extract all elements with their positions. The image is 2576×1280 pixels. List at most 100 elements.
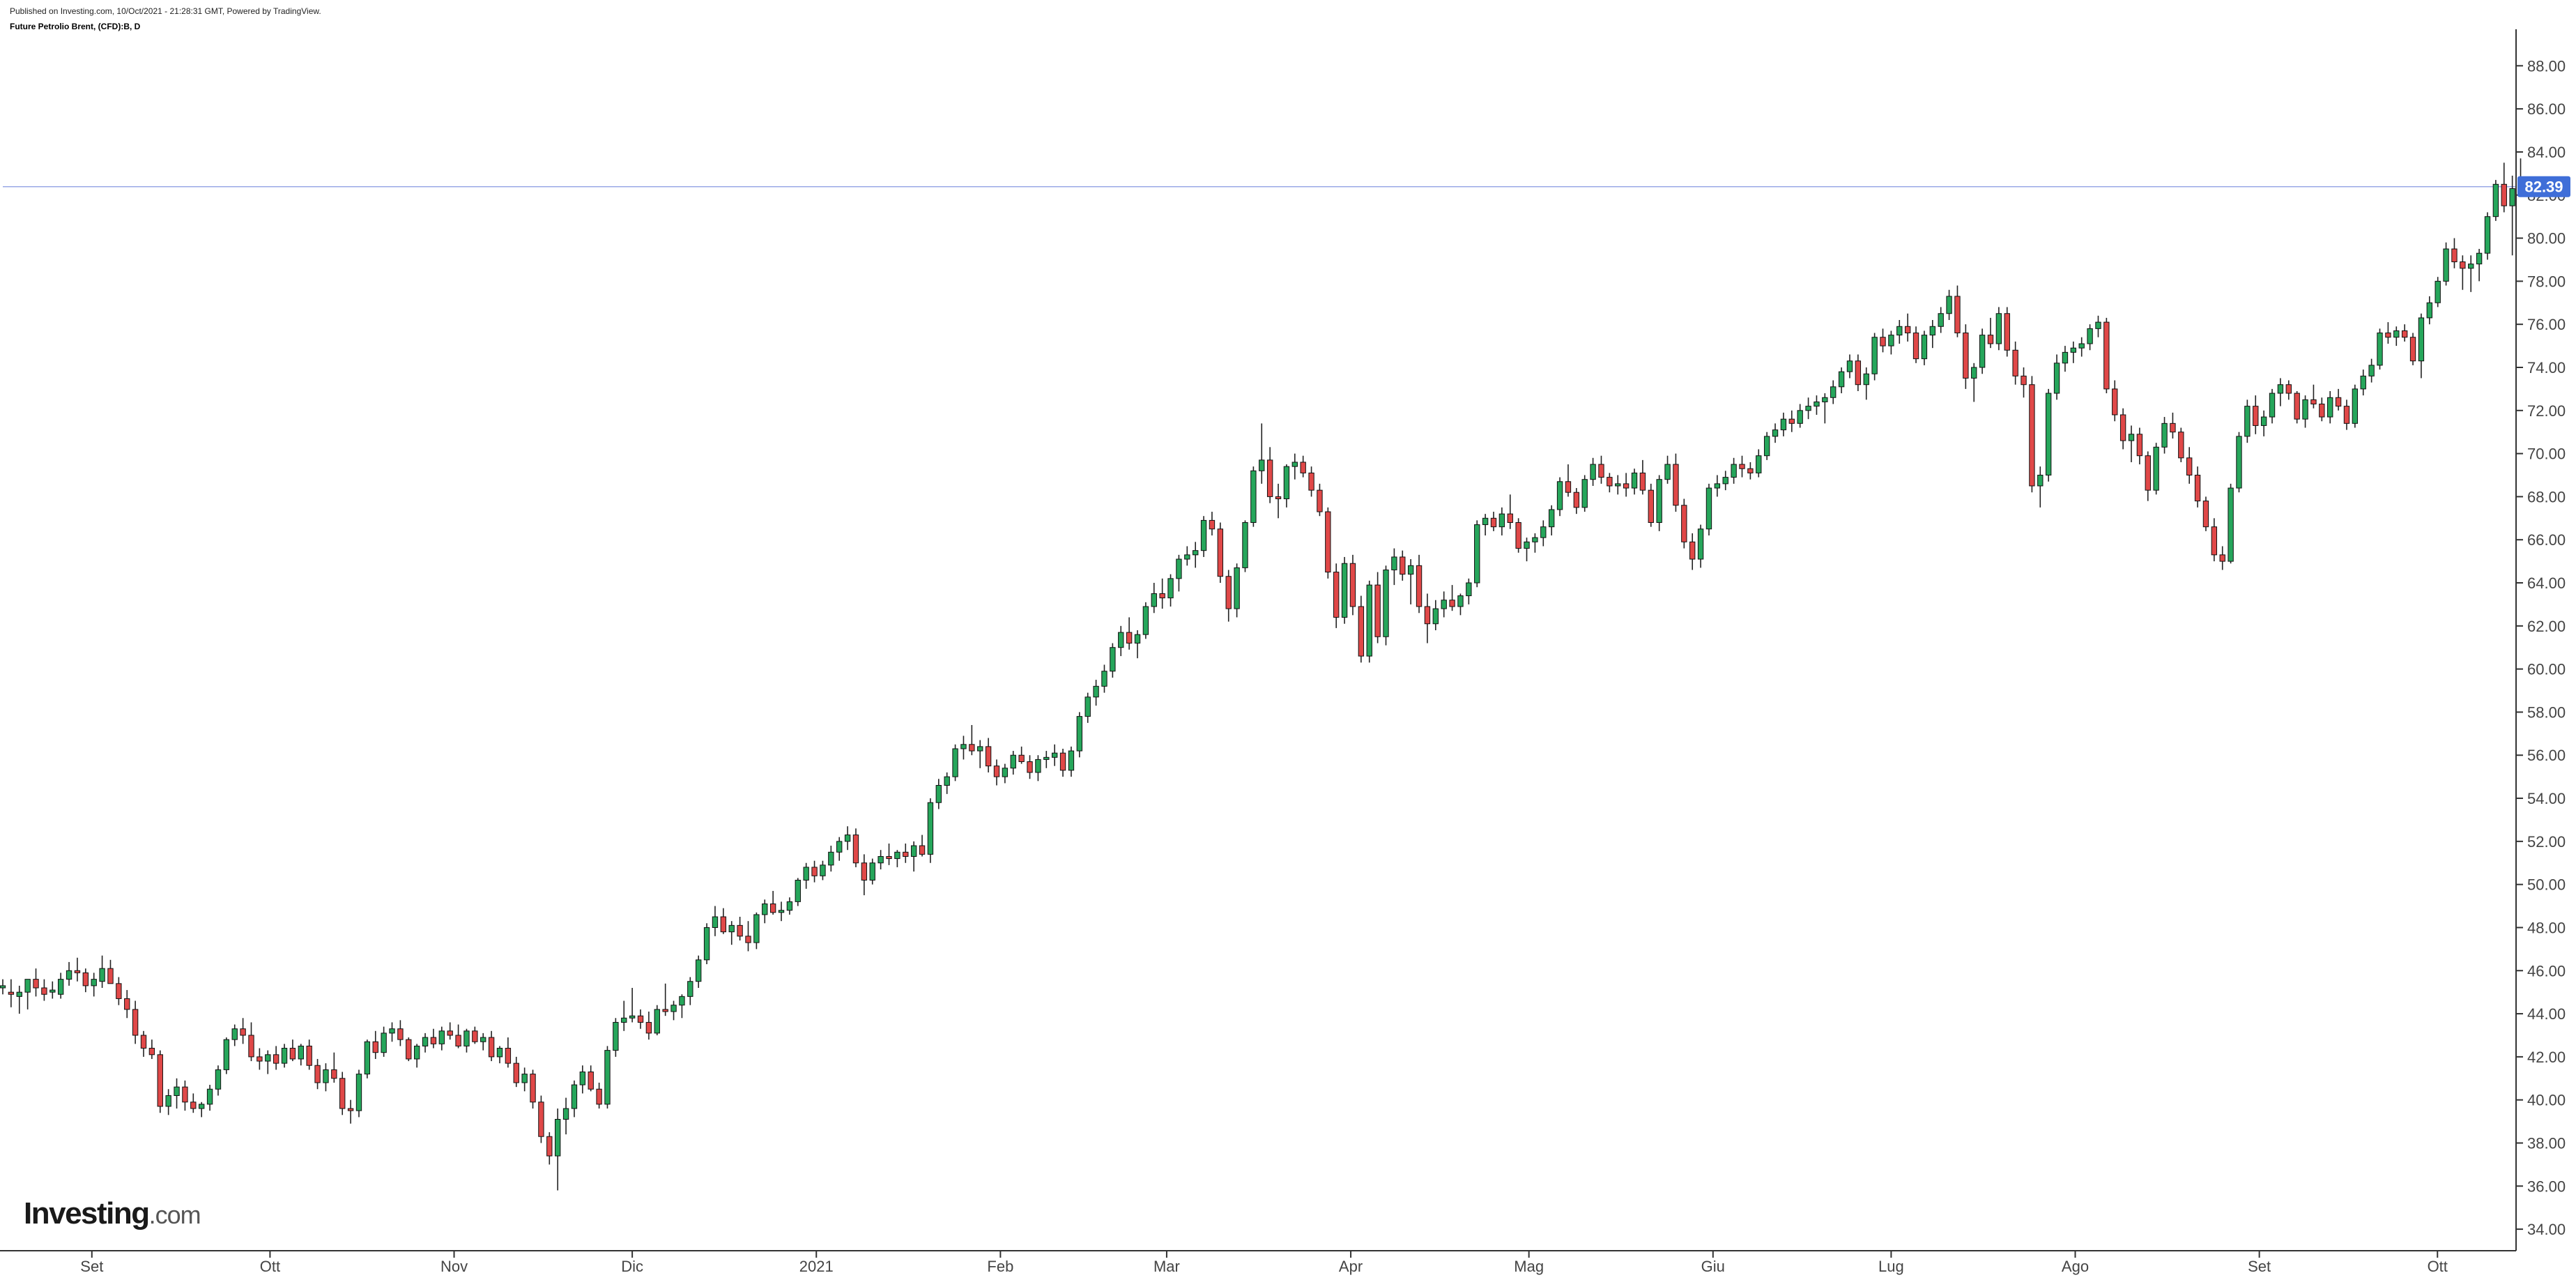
candle [1763,432,1770,460]
last-price-label: 82.39 [2524,178,2563,196]
candle [1010,751,1016,775]
candle [1896,320,1903,344]
candle-body-down [2112,388,2118,416]
time-axis[interactable]: Set Ott Nov Dic 2021 Feb Mar Apr Mag Giu Lug Ago Set… [0,1250,2516,1275]
candle-body-up [1093,685,1099,698]
candle [604,1046,611,1109]
candle-body-down [1747,468,1754,473]
candle [1515,518,1521,553]
candle [116,977,122,1005]
candle [2021,367,2027,398]
candle [1018,746,1025,764]
candle [1846,354,1853,379]
candle [2211,518,2218,562]
candle-body-down [1159,593,1165,599]
candle [2103,317,2110,394]
candle [2426,296,2432,325]
time-tick-label: Lug [1878,1258,1904,1275]
candle-body-down [1400,556,1406,575]
candle [1416,554,1423,614]
candle [877,850,884,870]
candle-body-up [2368,365,2375,376]
candle-body-up [2327,397,2333,418]
candle [1051,744,1058,766]
candle-body-up [1556,481,1563,510]
candle-body-up [703,927,710,961]
candle [1076,712,1083,758]
price-tick-label: 42.00 [2527,1049,2566,1066]
last-price-badge [2517,176,2570,197]
candle [1797,404,1803,428]
candle [199,1102,205,1118]
candle [737,917,743,941]
candle [670,1000,677,1021]
candle-body-up [1548,509,1555,528]
candle-body-up [1871,337,1878,374]
candle [323,1063,329,1092]
candle [2260,410,2267,436]
candle-body-down [1904,326,1911,334]
candle-body-up [355,1074,362,1111]
candle-body-up [1118,632,1124,648]
candle [0,979,6,995]
candle [2244,399,2251,443]
candle [206,1085,213,1111]
candle [753,912,760,950]
candle [977,740,983,768]
price-tick-label: 40.00 [2527,1092,2566,1109]
candle-body-down [273,1054,279,1064]
candle-body-down [406,1039,412,1060]
candle [1441,591,1447,618]
candle [513,1056,519,1088]
candle-body-down [1416,565,1423,607]
candle [993,759,1000,786]
candle [1995,307,2002,351]
candle-body-up [2087,328,2093,344]
candle-body-up [381,1033,387,1053]
candle-body-up [1051,752,1058,758]
candle [1217,522,1224,584]
price-tick-label: 80.00 [2527,230,2566,247]
candle-body-up [1714,483,1721,489]
candle [355,1069,362,1118]
candle [852,828,859,867]
candle-body-up [1068,750,1075,771]
candle-body-up [579,1072,586,1085]
candle-body-up [944,776,950,786]
candle [571,1080,578,1118]
candle-body-up [712,916,719,928]
candle-body-down [1325,511,1331,573]
candle [2253,395,2259,434]
candle-body-up [1283,466,1290,499]
candle [1275,483,1282,519]
candle [1126,617,1133,650]
price-axis[interactable]: 34.00 36.00 38.00 40.00 42.00 44.00 46.00 48.00… [2515,29,2566,1251]
candle [1987,317,1994,349]
candle [2070,341,2077,363]
candle-body-up [298,1045,304,1060]
candle [413,1044,420,1068]
candle-body-down [2253,406,2259,426]
candle [1532,533,1538,553]
candle-body-up [1341,563,1348,618]
candle [1904,313,1911,342]
candle [1714,475,1721,497]
candle-body-up [1466,582,1472,597]
candle-body-down [513,1062,519,1083]
candle [2194,466,2201,508]
candle-body-down [1607,477,1613,487]
candle-body-up [99,968,105,982]
candle [2128,425,2135,462]
candle-body-up [1590,464,1596,480]
candle-body-up [2509,188,2515,206]
price-tick-label: 46.00 [2527,962,2566,980]
candle-body-down [2219,554,2225,562]
candle-body-down [148,1048,155,1056]
candle [2509,175,2515,256]
candle-body-up [1814,401,1820,407]
candle-body-up [927,802,934,855]
candle-body-up [753,914,760,943]
candle-body-up [2228,487,2234,562]
candle-body-up [1200,519,1207,551]
